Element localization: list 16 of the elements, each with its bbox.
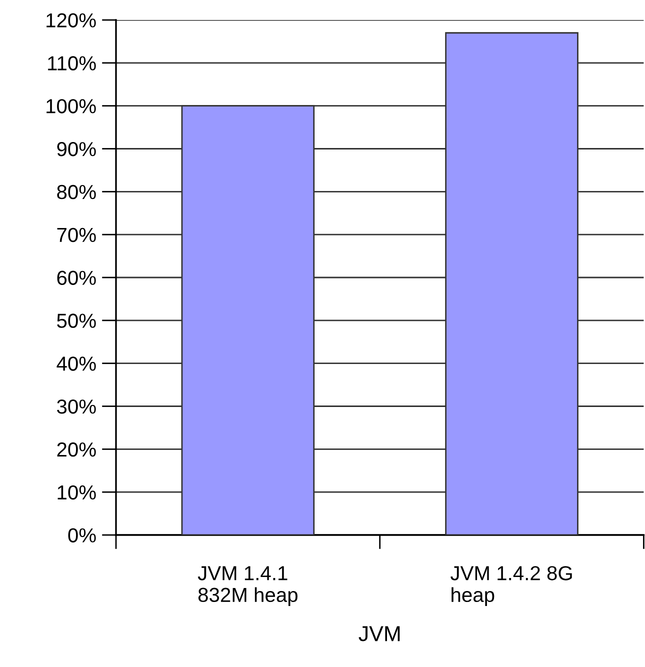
y-tick-label: 70%: [57, 228, 96, 242]
y-tick-label: 110%: [48, 56, 96, 70]
y-tick-label: 100%: [46, 99, 96, 114]
x-tick-label: JVM 1.4.2 8G heap: [450, 566, 572, 606]
x-tick-label: JVM 1.4.1 832M heap: [198, 566, 298, 606]
x-axis-title: JVM: [358, 626, 400, 642]
y-tick-label: 50%: [57, 314, 96, 328]
y-tick-label: 10%: [58, 485, 96, 500]
y-tick-label: 40%: [56, 356, 96, 371]
y-tick-label: 90%: [57, 142, 96, 156]
y-tick-label: 20%: [57, 442, 96, 457]
y-tick-label: 0%: [68, 528, 96, 542]
y-tick-label: 120%: [46, 13, 96, 28]
y-tick-label: 60%: [57, 270, 96, 285]
y-tick-label: 30%: [57, 399, 96, 414]
y-tick-label: 80%: [57, 184, 96, 200]
